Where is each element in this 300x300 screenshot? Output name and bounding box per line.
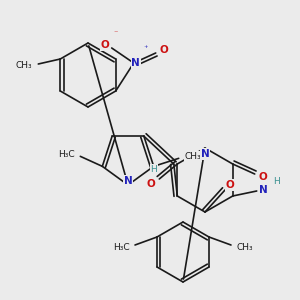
Text: H: H: [151, 165, 157, 174]
Text: N: N: [131, 58, 140, 68]
Text: N: N: [124, 176, 132, 186]
Text: H₃C: H₃C: [113, 242, 129, 251]
Text: N: N: [259, 185, 268, 195]
Text: ⁻: ⁻: [113, 28, 118, 38]
Text: O: O: [100, 40, 109, 50]
Text: O: O: [159, 45, 168, 55]
Text: O: O: [147, 179, 156, 189]
Text: N: N: [201, 149, 209, 159]
Text: H₃C: H₃C: [58, 150, 75, 159]
Text: CH₃: CH₃: [237, 242, 253, 251]
Text: O: O: [258, 172, 267, 182]
Text: H: H: [273, 176, 280, 185]
Text: CH₃: CH₃: [184, 152, 201, 161]
Text: ⁺: ⁺: [143, 44, 148, 53]
Text: CH₃: CH₃: [16, 61, 33, 70]
Text: O: O: [226, 180, 234, 190]
